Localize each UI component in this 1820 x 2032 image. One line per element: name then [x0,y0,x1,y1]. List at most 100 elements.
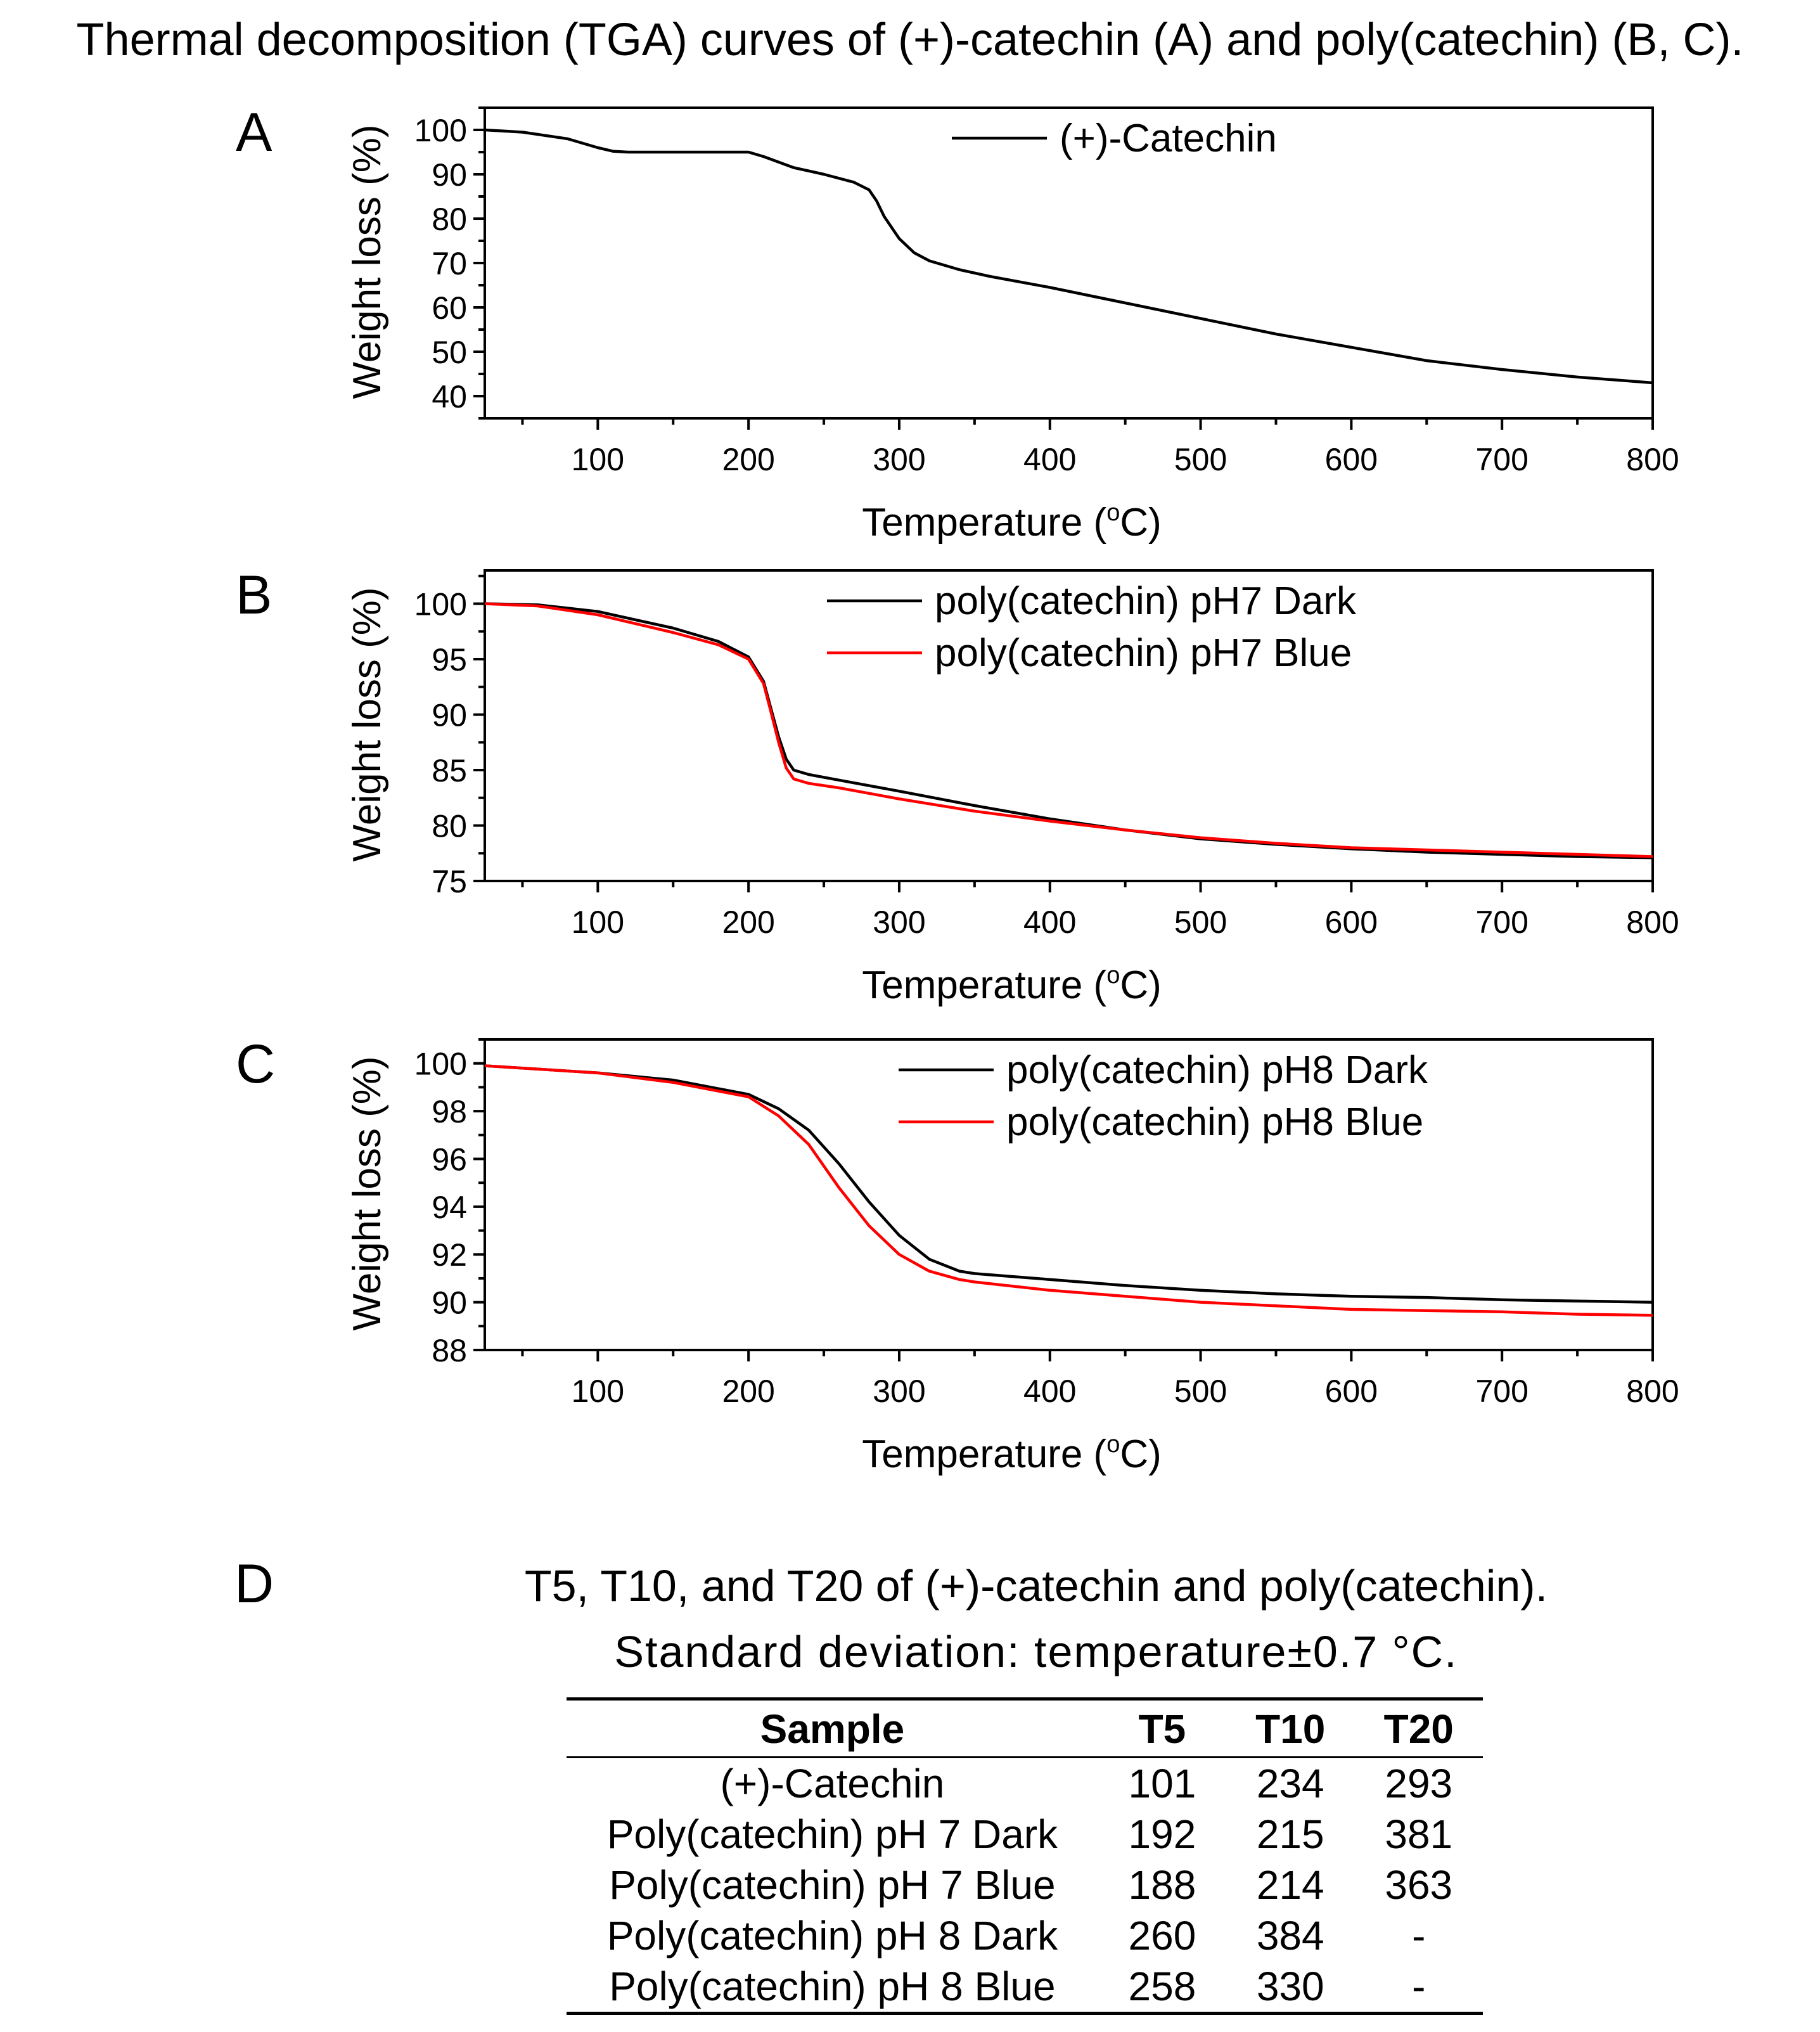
x-tick-label: 400 [1023,1373,1076,1409]
table-caption-line-1: T5, T10, and T20 of (+)-catechin and pol… [524,1561,1548,1611]
y-tick-label: 90 [432,1285,467,1321]
series-line-1 [484,1064,1653,1304]
t5-cell: 258 [1098,1961,1226,2015]
panel-letter-b: B [236,565,272,626]
y-tick-label: 80 [432,809,467,844]
sample-cell: Poly(catechin) pH 8 Dark [606,1913,1058,1958]
t10-cell: 384 [1256,1913,1324,1958]
t20-cell: 293 [1385,1761,1453,1806]
panel-letter-c: C [236,1034,275,1095]
x-tick-label: 200 [722,442,774,477]
y-tick-label: 85 [432,753,467,788]
series-line-1 [484,128,1653,385]
series-line-2 [484,602,1653,858]
series-line-2 [484,1064,1653,1317]
x-tick-label: 200 [722,1373,774,1409]
y-tick-label: 50 [432,335,467,370]
y-tick-label: 40 [432,379,467,415]
y-axis-title: Weight loss (%) [345,125,389,399]
y-tick-label: 70 [432,246,467,281]
table-row: Poly(catechin) pH 7 Blue 188 214 363 [567,1860,1483,1910]
t20-cell: 363 [1385,1862,1453,1908]
table-caption-line-2: Standard deviation: temperature±0.7 °C. [614,1627,1458,1676]
x-axis-title: Temperature (oC) [862,962,1162,1007]
x-tick-label: 600 [1325,442,1378,477]
t20-cell: 381 [1385,1811,1453,1857]
table-row: (+)-Catechin 101 234 293 [567,1758,1483,1810]
x-tick-label: 800 [1626,904,1679,940]
y-tick-label: 100 [414,587,467,622]
decomposition-temperature-table: Sample T5 T10 T20 (+)-Catechin 101 234 2… [567,1697,1483,2015]
t10-cell: 214 [1256,1862,1324,1908]
t5-cell: 188 [1128,1862,1196,1908]
x-tick-label: 500 [1174,1373,1227,1409]
x-tick-label: 200 [722,904,774,940]
chart-panel-c: C 100 200 300 400 500 600 700 800 88 90 92 94 96 98 100… [236,1034,1679,1476]
column-header-t5: T5 [1098,1697,1226,1758]
y-tick-label: 100 [414,113,467,148]
x-tick-label: 700 [1475,1373,1528,1409]
legend-label: poly(catechin) pH7 Blue [935,631,1352,675]
y-tick-label: 75 [432,864,467,899]
y-tick-label: 92 [432,1237,467,1273]
x-tick-label: 600 [1325,904,1378,940]
sample-cell: Poly(catechin) pH 8 Blue [567,1961,1098,2015]
x-tick-label: 400 [1023,442,1076,477]
x-tick-label: 400 [1023,904,1076,940]
sample-cell: (+)-Catechin [720,1761,945,1806]
figure-title: Thermal decomposition (TGA) curves of (+… [76,15,1744,65]
x-tick-label: 800 [1626,442,1679,477]
table-header-row: Sample T5 T10 T20 [567,1697,1483,1758]
y-tick-label: 98 [432,1094,467,1129]
x-tick-label: 500 [1174,442,1227,477]
x-axis-title: Temperature (oC) [862,499,1162,544]
t10-cell: 215 [1256,1811,1324,1857]
plot-frame [484,1038,1654,1351]
x-tick-label: 100 [572,1373,624,1409]
chart-panel-b: B 100 200 300 400 500 600 700 800 75 80 85 90 95 100 Te… [236,565,1679,1007]
table-row: Poly(catechin) pH 8 Dark 260 384 - [567,1910,1483,1961]
t5-cell: 101 [1128,1761,1196,1806]
x-tick-label: 700 [1475,442,1528,477]
y-tick-label: 96 [432,1141,467,1177]
table-row: Poly(catechin) pH 7 Dark 192 215 381 [567,1809,1483,1860]
legend-label: poly(catechin) pH8 Dark [1006,1048,1428,1092]
y-tick-label: 60 [432,290,467,326]
y-tick-label: 90 [432,698,467,733]
x-tick-label: 100 [572,442,624,477]
chart-panel-a: A 100 200 300 400 500 600 700 800 40 50 60 70 80 90 100… [236,102,1679,544]
t10-cell: 234 [1256,1761,1324,1806]
y-tick-label: 95 [432,642,467,678]
t10-cell: 330 [1226,1961,1355,2015]
x-tick-label: 300 [873,904,925,940]
y-axis-title: Weight loss (%) [345,588,389,862]
t20-cell: - [1354,1961,1483,2015]
plot-frame [484,569,1654,882]
panel-letter-d: D [234,1553,274,1614]
x-tick-label: 700 [1475,904,1528,940]
y-tick-label: 100 [414,1046,467,1082]
panel-letter-a: A [236,102,272,163]
y-tick-label: 80 [432,202,467,237]
y-tick-label: 88 [432,1333,467,1368]
x-tick-label: 600 [1325,1373,1378,1409]
sample-cell: Poly(catechin) pH 7 Dark [606,1811,1058,1857]
y-tick-label: 94 [432,1190,467,1225]
table-caption: T5, T10, and T20 of (+)-catechin and pol… [355,1553,1717,1685]
x-tick-label: 300 [873,1373,925,1409]
y-tick-label: 90 [432,157,467,193]
table-row: Poly(catechin) pH 8 Blue 258 330 - [567,1961,1483,2015]
t5-cell: 260 [1128,1913,1196,1958]
x-tick-label: 100 [572,904,624,940]
t5-cell: 192 [1128,1811,1196,1857]
column-header-t10: T10 [1226,1697,1355,1758]
y-axis-title: Weight loss (%) [345,1057,389,1331]
legend-label: (+)-Catechin [1060,117,1277,160]
x-tick-label: 300 [873,442,925,477]
x-tick-label: 800 [1626,1373,1679,1409]
column-header-sample: Sample [567,1697,1098,1758]
t20-cell: - [1412,1913,1426,1958]
column-header-t20: T20 [1354,1697,1483,1758]
x-tick-label: 500 [1174,904,1227,940]
sample-cell: Poly(catechin) pH 7 Blue [609,1862,1056,1908]
